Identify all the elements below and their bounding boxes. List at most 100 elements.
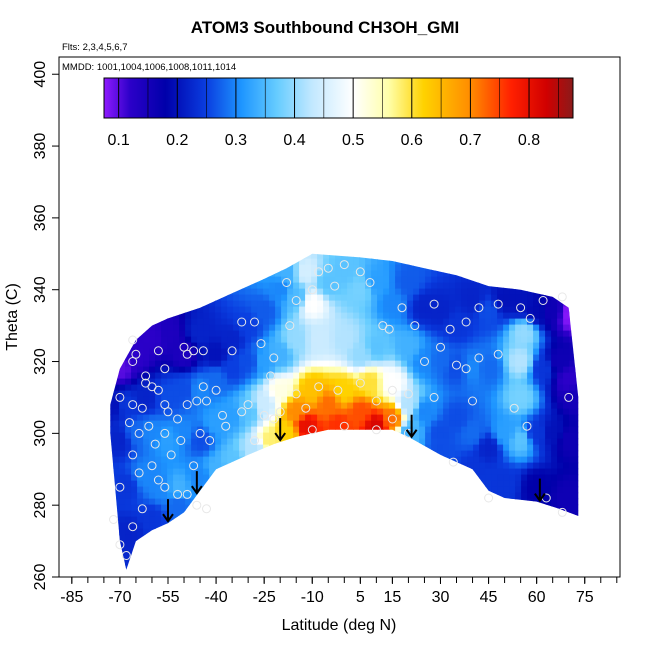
heat-cell: [197, 486, 204, 494]
heat-cell: [353, 516, 360, 524]
heat-cell: [563, 378, 570, 386]
heat-cell: [371, 288, 378, 296]
heat-cell: [305, 534, 312, 542]
heat-cell: [443, 510, 450, 518]
heat-cell: [245, 408, 252, 416]
heat-cell: [479, 396, 486, 404]
heat-cell: [233, 336, 240, 344]
heat-cell: [113, 282, 120, 290]
heat-cell: [215, 474, 222, 482]
heat-cell: [191, 282, 198, 290]
heat-cell: [161, 432, 168, 440]
heat-cell: [371, 571, 378, 578]
heat-cell: [485, 282, 492, 290]
heat-cell: [341, 282, 348, 290]
heat-cell: [509, 288, 516, 296]
heat-cell: [137, 336, 144, 344]
heat-cell: [179, 306, 186, 314]
heat-cell: [485, 384, 492, 392]
heat-cell: [143, 438, 150, 446]
heat-cell: [221, 564, 228, 570]
heat-cell: [455, 432, 462, 440]
heat-cell: [413, 480, 420, 488]
heat-cell: [113, 366, 120, 374]
heat-cell: [131, 396, 138, 404]
heat-cell: [515, 456, 522, 464]
heat-cell: [197, 258, 204, 266]
heat-cell: [149, 300, 156, 308]
heat-cell: [527, 486, 534, 494]
heat-cell: [203, 414, 210, 422]
heat-cell: [233, 378, 240, 386]
heat-cell: [161, 522, 168, 530]
heat-cell: [317, 420, 324, 428]
heat-cell: [275, 378, 282, 386]
heat-cell: [365, 510, 372, 518]
heat-cell: [281, 253, 288, 260]
heat-cell: [581, 337, 588, 344]
heat-cell: [539, 420, 546, 428]
heat-cell: [557, 558, 564, 566]
sample-point: [461, 317, 471, 327]
heat-cell: [383, 522, 390, 530]
heat-cell: [131, 492, 138, 500]
heat-cell: [149, 294, 156, 302]
heat-cell: [281, 420, 288, 428]
heat-cell: [179, 372, 186, 380]
heat-cell: [377, 420, 384, 428]
heat-cell: [467, 444, 474, 452]
heat-cell: [245, 258, 252, 266]
heat-cell: [119, 444, 126, 452]
heat-cell: [167, 564, 174, 570]
heat-cell: [173, 420, 180, 428]
sample-point: [291, 296, 301, 305]
heat-cell: [461, 294, 468, 302]
heat-cell: [575, 577, 582, 584]
heat-cell: [497, 432, 504, 440]
heat-cell: [191, 378, 198, 386]
heat-cell: [167, 426, 174, 434]
heat-cell: [287, 522, 294, 530]
heat-cell: [341, 534, 348, 542]
heat-cell: [359, 384, 366, 392]
heat-cell: [323, 342, 330, 350]
heat-cell: [311, 492, 318, 500]
heat-cell: [317, 414, 324, 422]
heat-cell: [281, 528, 288, 536]
heat-cell: [113, 312, 120, 320]
heat-cell: [161, 324, 168, 332]
heat-cell: [137, 564, 144, 570]
heat-cell: [431, 300, 438, 308]
heat-cell: [353, 492, 360, 500]
heat-cell: [449, 480, 456, 488]
heat-cell: [245, 480, 252, 488]
heat-cell: [461, 516, 468, 524]
sample-point: [128, 400, 138, 410]
heat-cell: [245, 486, 252, 494]
heat-cell: [383, 253, 390, 260]
heat-cell: [353, 420, 360, 428]
heat-cell: [521, 336, 528, 344]
heat-cell: [491, 450, 498, 458]
heat-cell: [185, 324, 192, 332]
heat-cell: [131, 300, 138, 308]
heat-cell: [341, 510, 348, 518]
heat-cell: [431, 294, 438, 302]
heat-cell: [509, 336, 516, 344]
heat-cell: [437, 558, 444, 566]
heat-cell: [113, 372, 120, 380]
heat-cell: [167, 318, 174, 326]
heat-cell: [155, 486, 162, 494]
heat-cell: [110, 552, 114, 560]
heat-cell: [299, 360, 306, 368]
heat-cell: [257, 300, 264, 308]
heat-cell: [377, 342, 384, 350]
heat-cell: [497, 408, 504, 416]
heat-cell: [335, 300, 342, 308]
heat-cell: [110, 414, 114, 422]
heat-cell: [347, 348, 354, 356]
heat-cell: [245, 294, 252, 302]
heat-cell: [503, 438, 510, 446]
heat-cell: [227, 577, 234, 584]
heat-cell: [461, 288, 468, 296]
